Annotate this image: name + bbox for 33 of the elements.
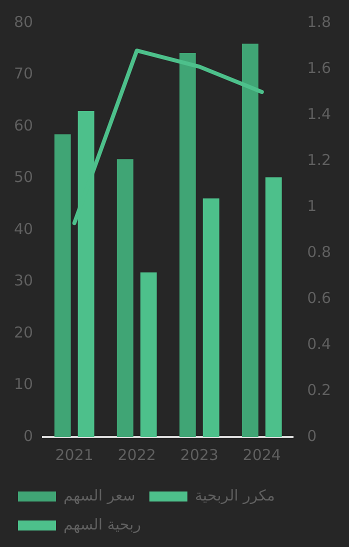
y-tick-label: 40: [14, 220, 34, 238]
y2-tick-label: 1.6: [307, 58, 332, 77]
y-tick-label: 0: [24, 426, 34, 445]
y2-tick-label: 1.2: [307, 150, 332, 169]
bar: [202, 198, 220, 437]
y2-tick-label: 0.2: [307, 380, 332, 399]
y-tick-label: 50: [14, 168, 34, 186]
bar: [140, 272, 157, 437]
bar: [54, 134, 71, 437]
y2-tick-label: 1.8: [307, 12, 332, 31]
y2-tick-label: 0: [307, 426, 317, 445]
legend-label: سعر السهم: [64, 486, 136, 504]
y2-tick-label: 0.4: [307, 334, 332, 353]
bar: [242, 44, 258, 437]
x-tick-label: 2021: [55, 446, 94, 464]
bar: [265, 177, 282, 437]
y-tick-label: 60: [14, 116, 34, 134]
y2-tick-label: 0.6: [307, 288, 332, 307]
x-tick-label: 2023: [180, 446, 218, 464]
x-tick-label: 2024: [242, 446, 281, 464]
bar: [179, 53, 196, 437]
y2-tick-label: 1: [307, 196, 317, 215]
bar: [116, 159, 134, 437]
legend-label: ربحية السهم: [64, 515, 141, 534]
y-tick-label: 30: [14, 272, 34, 290]
y-tick-label: 80: [14, 12, 34, 31]
y2-tick-label: 1.4: [307, 104, 332, 123]
y-tick-label: 70: [14, 64, 34, 83]
legend-label: مكرر الربحية: [194, 486, 275, 504]
y2-tick-label: 0.8: [307, 242, 332, 261]
y-tick-label: 10: [14, 375, 34, 394]
y-tick-label: 20: [14, 323, 34, 342]
x-tick-label: 2022: [118, 446, 156, 464]
